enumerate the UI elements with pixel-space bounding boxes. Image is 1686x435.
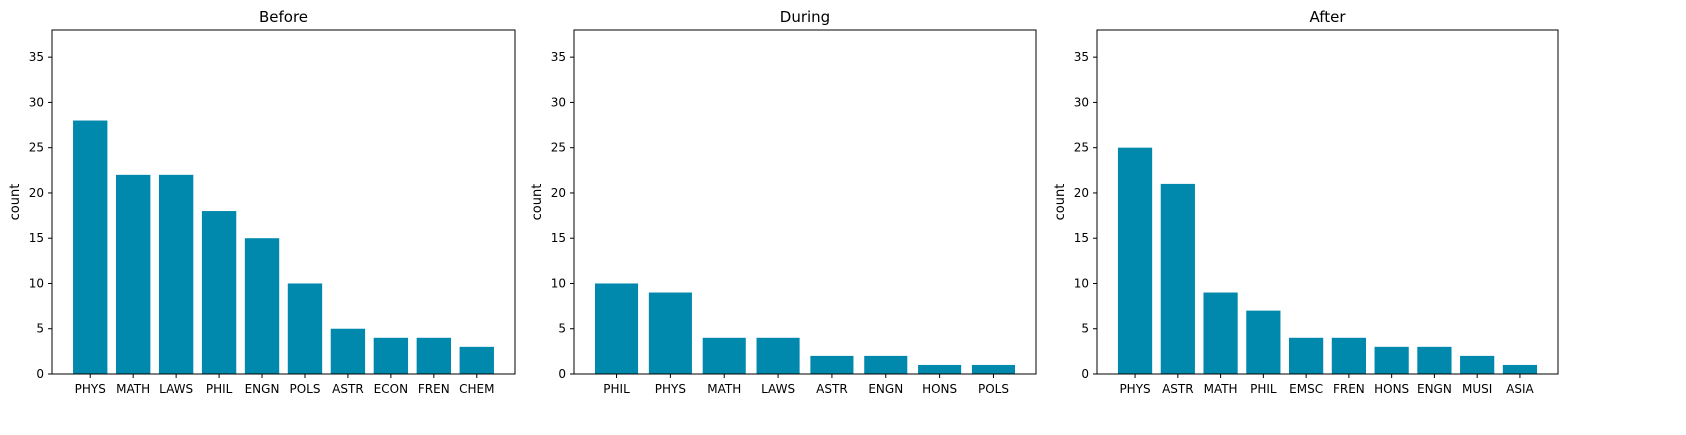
chart-title: Before [259, 8, 308, 26]
y-tick-label: 5 [1081, 322, 1089, 336]
y-tick-label: 35 [1074, 50, 1089, 64]
x-tick-label: ECON [374, 382, 408, 396]
y-tick-label: 20 [551, 186, 566, 200]
x-tick-label: MUSI [1462, 382, 1492, 396]
y-tick-label: 25 [29, 141, 44, 155]
bar-emsc [1289, 337, 1324, 374]
bar-laws [158, 174, 194, 374]
y-axis-label: count [1053, 184, 1068, 221]
bar-phys [73, 120, 108, 374]
x-tick-label: ASTR [816, 382, 848, 396]
x-tick-label: ASTR [1162, 382, 1194, 396]
bar-engn [864, 355, 908, 374]
y-tick-label: 0 [558, 367, 566, 381]
bar-engn [1417, 346, 1452, 374]
y-tick-label: 10 [29, 276, 44, 290]
bar-math [702, 337, 746, 374]
x-tick-label: FREN [1333, 382, 1365, 396]
y-tick-label: 5 [558, 322, 566, 336]
bar-hons [918, 364, 962, 374]
y-tick-label: 35 [29, 50, 44, 64]
bar-phil [1246, 310, 1281, 374]
x-tick-label: PHIL [603, 382, 630, 396]
y-tick-label: 30 [551, 95, 566, 109]
y-tick-label: 15 [29, 231, 44, 245]
bar-fren [1331, 337, 1366, 374]
bar-astr [1160, 183, 1195, 374]
x-tick-label: HONS [922, 382, 957, 396]
bar-astr [330, 328, 366, 374]
bar-musi [1460, 355, 1495, 374]
bar-laws [756, 337, 800, 374]
y-tick-label: 25 [551, 141, 566, 155]
x-tick-label: LAWS [761, 382, 795, 396]
chart-panel-3: 0 5 10 15 20 25 30 35 PHYS ASTR MATH PHIL EMSC FREN HO… [1053, 8, 1559, 396]
chart-title: During [780, 8, 830, 26]
x-tick-label: MATH [707, 382, 741, 396]
bar-fren [416, 337, 451, 374]
bar-phys [1117, 147, 1153, 374]
y-tick-label: 30 [29, 95, 44, 109]
y-tick-label: 10 [1074, 276, 1089, 290]
y-tick-label: 10 [551, 276, 566, 290]
x-tick-label: ASTR [332, 382, 364, 396]
bar-math [116, 174, 151, 374]
x-tick-label: PHIL [206, 382, 233, 396]
x-tick-label: CHEM [459, 382, 494, 396]
x-tick-label: MATH [1204, 382, 1238, 396]
chart-panel-2: 0 5 10 15 20 25 30 35 PHIL PHYS MATH LAWS ASTR ENGN HO… [530, 8, 1037, 396]
x-tick-label: ASIA [1506, 382, 1534, 396]
y-tick-label: 20 [1074, 186, 1089, 200]
bar-math [1203, 292, 1238, 374]
bar-hons [1374, 346, 1409, 374]
y-axis-label: count [8, 184, 23, 221]
x-tick-label: POLS [289, 382, 320, 396]
x-tick-label: POLS [978, 382, 1009, 396]
bar-phil [595, 283, 639, 374]
y-tick-label: 15 [1074, 231, 1089, 245]
bar-chem [459, 346, 494, 374]
axes-frame [573, 29, 1037, 375]
chart-title: After [1309, 8, 1346, 26]
bar-astr [810, 355, 854, 374]
x-tick-label: FREN [418, 382, 450, 396]
x-tick-label: PHYS [1119, 382, 1150, 396]
bar-asia [1502, 364, 1538, 374]
bar-econ [373, 337, 409, 374]
y-tick-label: 30 [1074, 95, 1089, 109]
x-tick-label: PHYS [655, 382, 686, 396]
bar-phil [201, 211, 237, 374]
chart-panel-1: 0 5 10 15 20 25 30 35 PHYS MATH LAWS PHIL ENGN POLS AS… [8, 8, 516, 396]
bar-engn [244, 238, 280, 374]
bar-phys [648, 292, 692, 374]
bar-pols [287, 283, 323, 374]
x-tick-label: PHIL [1250, 382, 1277, 396]
y-tick-label: 20 [29, 186, 44, 200]
y-tick-label: 0 [36, 367, 44, 381]
axes-frame [1096, 29, 1559, 375]
bar-pols [971, 364, 1015, 374]
x-tick-label: ENGN [868, 382, 903, 396]
y-tick-label: 5 [36, 322, 44, 336]
x-tick-label: LAWS [159, 382, 193, 396]
x-tick-label: PHYS [75, 382, 106, 396]
y-axis-label: count [530, 184, 545, 221]
x-tick-label: ENGN [1417, 382, 1452, 396]
x-tick-label: ENGN [245, 382, 280, 396]
y-tick-label: 25 [1074, 141, 1089, 155]
y-tick-label: 35 [551, 50, 566, 64]
y-tick-label: 0 [1081, 367, 1089, 381]
x-tick-label: EMSC [1289, 382, 1323, 396]
x-tick-label: HONS [1374, 382, 1409, 396]
y-tick-label: 15 [551, 231, 566, 245]
x-tick-label: MATH [116, 382, 150, 396]
axes-frame [51, 29, 516, 375]
